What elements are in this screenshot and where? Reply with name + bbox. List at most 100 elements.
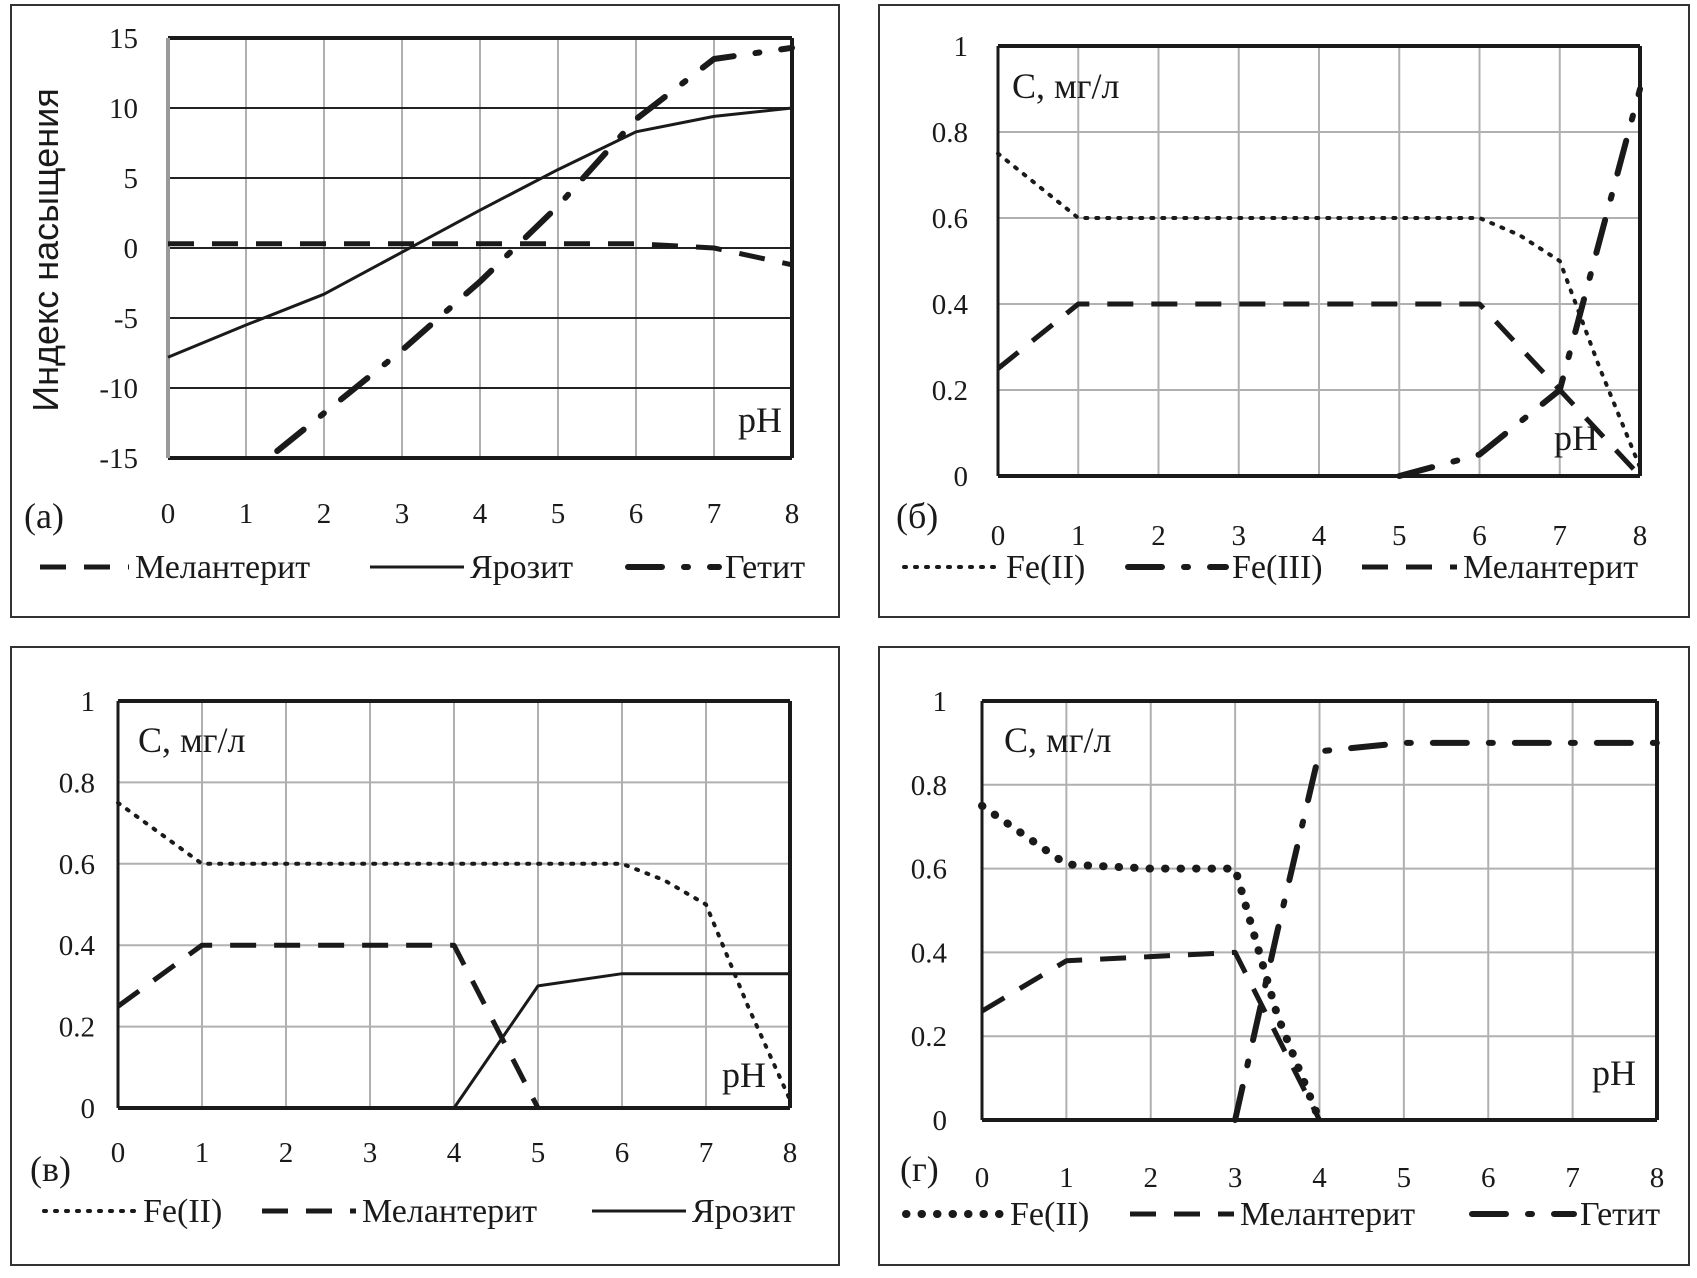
legend-label: Мелантерит: [135, 549, 310, 586]
y-tick-label: 5: [124, 163, 139, 195]
chart-a: 0 1 2 3 4 5 6 7 8 15 10 5 0 -5 -10 -15 Индекс насыщения p…: [24, 23, 805, 586]
y-tick-label: 15: [109, 23, 138, 55]
x-tick-label: 5: [1397, 1162, 1412, 1194]
x-tick-label: 8: [785, 498, 800, 530]
y-tick-label: 0.2: [932, 375, 968, 407]
legend-label: Гетит: [725, 549, 805, 586]
x-tick-label: 4: [1312, 1162, 1327, 1194]
series-line: [980, 949, 1322, 1122]
y-tick-label: 0: [954, 461, 969, 493]
x-tick-label: 7: [1565, 1162, 1580, 1194]
x-tick-label: 2: [1144, 1162, 1159, 1194]
panel-v: [10, 646, 840, 1266]
chart-b: 0 1 2 3 4 5 6 7 810.80.60.40.20C, мг/лpH(б)Fe(II…: [896, 31, 1647, 586]
x-tick-label: 5: [531, 1137, 546, 1169]
x-tick-label: 0: [111, 1137, 126, 1169]
y-tick-label: 0.8: [59, 767, 95, 799]
x-tick-label: 2: [1151, 520, 1166, 552]
x-tick-label: 4: [473, 498, 488, 530]
x-tick-label: 7: [707, 498, 722, 530]
series-line: [1232, 739, 1660, 1123]
x-tick-label: 7: [699, 1137, 714, 1169]
x-tick-label: 5: [551, 498, 566, 530]
x-tick-label: 3: [395, 498, 410, 530]
y-tick-label: -10: [99, 373, 138, 405]
legend-label: Ярозит: [470, 549, 573, 586]
series-line: [978, 801, 1324, 1124]
y-tick-label: 0: [124, 233, 139, 265]
x-tick-label: 8: [783, 1137, 798, 1169]
panel-letter: (а): [24, 496, 64, 536]
legend-label: Мелантерит: [1240, 1196, 1415, 1233]
x-tick-label: 1: [1071, 520, 1086, 552]
y-tick-label: 1: [81, 686, 96, 718]
x-tick-label: 0: [161, 498, 176, 530]
y-tick-label: 0: [81, 1093, 96, 1125]
y-axis-label: C, мг/л: [1012, 66, 1120, 106]
legend-label: Fe(III): [1232, 549, 1323, 586]
x-tick-label: 0: [975, 1162, 990, 1194]
series-line: [116, 942, 541, 1110]
series-line: [452, 972, 790, 1109]
x-axis-label: pH: [738, 400, 782, 440]
series-line: [274, 44, 795, 454]
x-axis-label: pH: [1592, 1053, 1636, 1093]
x-tick-label: 1: [239, 498, 254, 530]
series-line: [996, 151, 1642, 470]
panel-letter: (б): [896, 496, 938, 536]
x-tick-label: 4: [1312, 520, 1327, 552]
series-line: [996, 301, 1642, 478]
x-tick-label: 6: [615, 1137, 630, 1169]
y-tick-label: 0.4: [932, 289, 969, 321]
legend-label: Мелантерит: [362, 1193, 537, 1230]
panel-letter: (г): [900, 1149, 939, 1189]
x-tick-label: 6: [629, 498, 644, 530]
legend-label: Мелантерит: [1463, 549, 1638, 586]
x-tick-label: 3: [1228, 1162, 1243, 1194]
series-line: [167, 106, 793, 359]
legend-label: Fe(II): [143, 1193, 222, 1230]
y-tick-label: 10: [109, 93, 138, 125]
panel-b: [878, 4, 1690, 618]
x-tick-label: 3: [1232, 520, 1247, 552]
panel-a: [10, 4, 840, 618]
x-tick-label: 3: [363, 1137, 378, 1169]
y-tick-label: 0: [933, 1105, 948, 1137]
x-tick-label: 0: [991, 520, 1006, 552]
panel-g: [878, 646, 1690, 1266]
legend-label: Ярозит: [692, 1193, 795, 1230]
y-tick-label: 0.4: [911, 937, 948, 969]
legend-label: Fe(II): [1006, 549, 1085, 586]
y-axis-label: C, мг/л: [1004, 720, 1112, 760]
y-tick-label: 0.8: [911, 770, 947, 802]
chart-v: 0 1 2 3 4 5 6 7 8 1 0.8 0.6 0.4 0.2 0 C, мг/л pH (в) Fe(II…: [30, 686, 797, 1230]
x-tick-label: 2: [317, 498, 332, 530]
y-tick-label: 0.4: [59, 930, 96, 962]
y-tick-label: 0.6: [59, 849, 95, 881]
series-line: [116, 800, 792, 1102]
x-tick-label: 8: [1650, 1162, 1665, 1194]
y-tick-label: 1: [933, 686, 948, 718]
y-axis-label: Индекс насыщения: [25, 88, 66, 411]
series-line: [168, 241, 793, 268]
x-axis-label: pH: [722, 1055, 766, 1095]
y-tick-label: 0.6: [932, 203, 968, 235]
panel-letter: (в): [30, 1149, 71, 1189]
x-tick-label: 6: [1481, 1162, 1496, 1194]
legend-label: Гетит: [1580, 1196, 1660, 1233]
series-line: [1396, 86, 1643, 479]
y-tick-label: 1: [954, 31, 969, 63]
x-tick-label: 5: [1392, 520, 1407, 552]
y-tick-label: 0.6: [911, 854, 947, 886]
y-tick-label: 0.2: [911, 1021, 947, 1053]
y-axis-label: C, мг/л: [138, 720, 246, 760]
x-tick-label: 2: [279, 1137, 294, 1169]
legend-label: Fe(II): [1010, 1196, 1089, 1233]
x-tick-label: 6: [1472, 520, 1487, 552]
chart-g: 0 1 2 3 4 5 6 7 8 1 0.8 0.6 0.4 0.2 0 C, мг/л pH (г) Fe(II…: [900, 686, 1664, 1233]
x-tick-label: 1: [195, 1137, 210, 1169]
y-tick-label: 0.2: [59, 1012, 95, 1044]
x-tick-label: 8: [1633, 520, 1648, 552]
y-tick-label: -15: [99, 443, 138, 475]
